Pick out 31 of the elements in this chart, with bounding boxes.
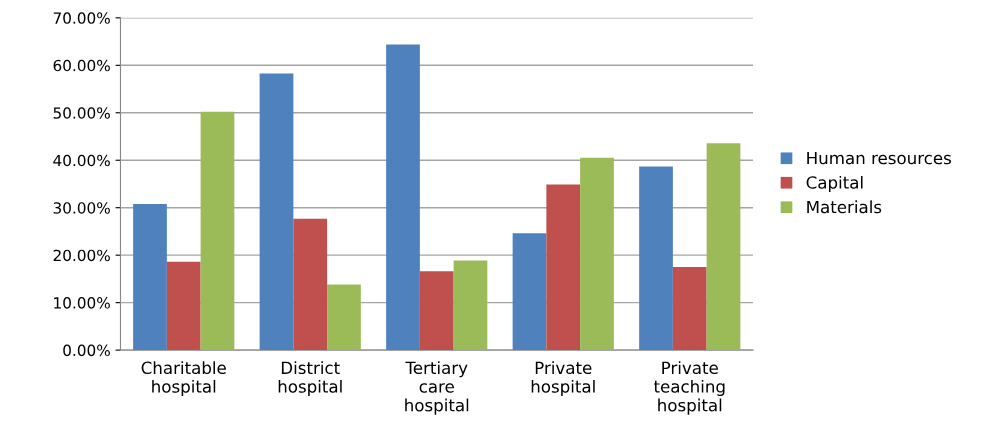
bar	[453, 260, 488, 351]
legend-label: Capital	[806, 175, 863, 193]
y-tick-label: 0.00%	[63, 344, 110, 357]
bar	[327, 284, 361, 351]
bar	[419, 271, 454, 351]
x-tick-label: Tertiary care hospital	[405, 361, 469, 415]
bar	[512, 233, 547, 351]
legend-label: Materials	[807, 200, 882, 214]
bar	[546, 184, 581, 351]
y-tick-label: 20.00%	[53, 249, 110, 262]
bar	[386, 44, 420, 351]
x-tick-label: Charitable hospital	[141, 361, 226, 397]
bar	[133, 203, 167, 351]
bar	[259, 73, 294, 351]
y-tick-label: 50.00%	[53, 107, 110, 119]
bar	[639, 166, 673, 351]
y-tick-label: 10.00%	[54, 297, 110, 309]
bar	[200, 111, 235, 351]
bar	[580, 157, 614, 351]
y-tick-label: 40.00%	[53, 154, 110, 167]
y-tick-label: 60.00%	[53, 59, 110, 72]
x-tick-label: District hospital	[278, 361, 342, 397]
bar	[706, 143, 741, 351]
bar	[293, 218, 328, 351]
x-tick-label: Private hospital	[531, 361, 595, 397]
bar	[672, 267, 707, 351]
y-tick-label: 70.00%	[53, 12, 110, 24]
x-tick-label: Private teaching hospital	[653, 361, 725, 415]
bar	[166, 261, 201, 351]
legend-label: Human resources	[807, 151, 951, 165]
y-tick-label: 30.00%	[53, 202, 110, 214]
